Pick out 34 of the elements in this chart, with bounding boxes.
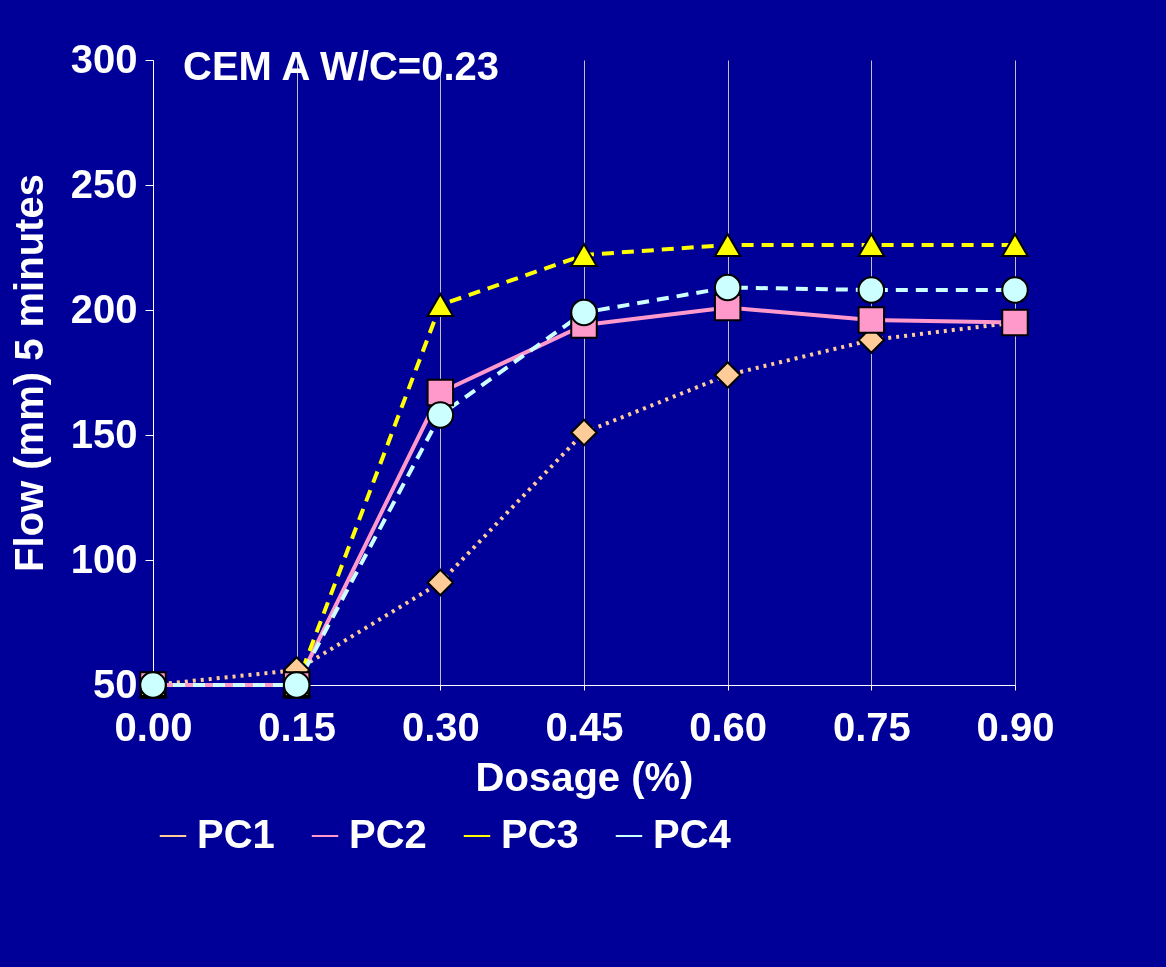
x-tick-label: 0.60 xyxy=(689,704,768,749)
x-tick-label: 0.30 xyxy=(401,704,480,749)
y-tick-label: 200 xyxy=(70,286,138,331)
point xyxy=(426,568,455,597)
point xyxy=(570,298,598,327)
legend-label: PC2 xyxy=(349,812,427,856)
y-tick-label: 100 xyxy=(70,536,138,581)
point xyxy=(713,273,742,302)
point xyxy=(857,276,886,304)
point xyxy=(713,361,742,389)
point xyxy=(426,292,455,318)
x-tick-label: 0.45 xyxy=(545,704,624,749)
point xyxy=(857,232,886,258)
y-tick-label: 250 xyxy=(70,161,138,206)
point xyxy=(1001,232,1029,258)
chart-title: CEM A W/C=0.23 xyxy=(183,44,499,88)
point xyxy=(1001,276,1029,304)
legend-label: PC1 xyxy=(197,812,275,856)
legend-label: PC4 xyxy=(653,812,732,856)
point xyxy=(570,242,598,268)
x-tick-label: 0.75 xyxy=(832,704,911,749)
point xyxy=(570,418,598,447)
point xyxy=(857,306,886,334)
y-tick-label: 300 xyxy=(70,36,138,81)
legend-label: PC3 xyxy=(501,812,579,856)
x-tick-label: 0.00 xyxy=(114,704,193,749)
x-axis-title: Dosage (%) xyxy=(475,754,694,799)
point xyxy=(426,401,455,429)
x-tick-label: 0.15 xyxy=(258,704,337,749)
point xyxy=(713,232,742,258)
y-tick-label: 50 xyxy=(93,661,138,706)
x-tick-label: 0.90 xyxy=(976,704,1055,749)
y-tick-label: 150 xyxy=(70,411,138,456)
y-axis-title: Flow (mm) 5 minutes xyxy=(6,174,51,572)
